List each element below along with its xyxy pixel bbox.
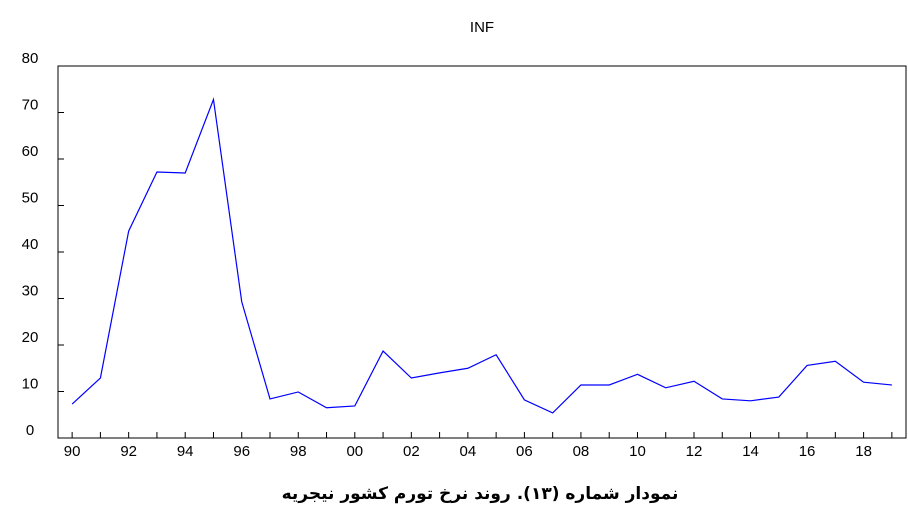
x-tick-label: 04 [460, 443, 477, 460]
x-tick-label: 12 [686, 443, 703, 460]
x-tick-label: 00 [346, 443, 363, 460]
y-tick-label: 30 [22, 282, 39, 299]
x-tick-label: 18 [855, 443, 872, 460]
y-tick-label: 10 [22, 375, 39, 392]
y-tick-label: 50 [22, 189, 39, 206]
x-tick-label: 14 [742, 443, 759, 460]
x-tick-label: 92 [120, 443, 137, 460]
y-tick-label: 70 [22, 96, 39, 113]
y-tick-label: 0 [26, 422, 34, 439]
chart-caption: نمودار شماره (۱۳). روند نرخ تورم کشور نی… [282, 484, 679, 504]
x-tick-label: 98 [290, 443, 307, 460]
y-tick-label: 80 [22, 50, 39, 67]
x-tick-label: 90 [64, 443, 81, 460]
y-tick-label: 60 [22, 143, 39, 160]
x-tick-label: 96 [233, 443, 250, 460]
x-tick-label: 02 [403, 443, 420, 460]
data-line [71, 97, 892, 414]
x-tick-label: 08 [573, 443, 590, 460]
x-tick-label: 10 [629, 443, 646, 460]
y-tick-label: 20 [22, 329, 39, 346]
x-tick-label: 16 [799, 443, 816, 460]
plot-frame [57, 65, 907, 439]
x-tick-label: 94 [177, 443, 194, 460]
chart-title: INF [470, 19, 494, 36]
x-tick-label: 06 [516, 443, 533, 460]
y-tick-label: 40 [22, 236, 39, 253]
